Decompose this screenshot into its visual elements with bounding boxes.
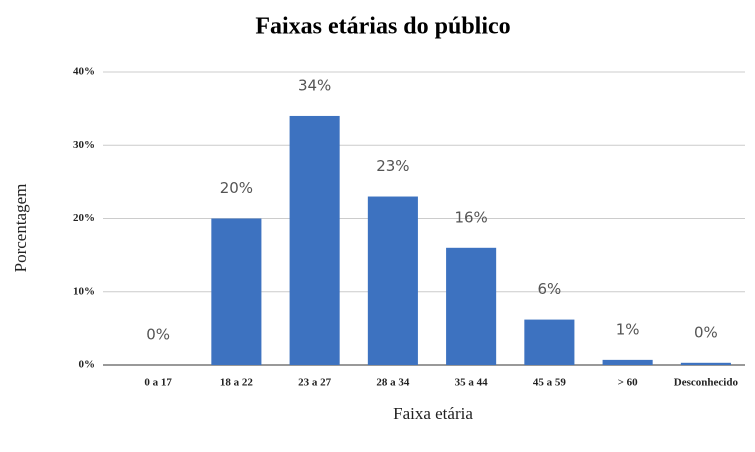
bar: [524, 319, 575, 365]
value-label: 16%: [454, 208, 487, 226]
value-label: 20%: [220, 179, 253, 197]
value-label: 0%: [694, 323, 718, 341]
x-tick-label: 28 a 34: [376, 377, 410, 389]
bar: [446, 247, 497, 365]
x-tick-label: > 60: [618, 377, 639, 389]
x-tick-label: 23 a 27: [298, 377, 332, 389]
x-axis-label: Faixa etária: [393, 404, 473, 423]
bar: [602, 359, 653, 365]
y-tick-label: 10%: [73, 285, 95, 297]
y-axis-label: Porcentagem: [11, 184, 30, 273]
value-label: 6%: [537, 280, 561, 298]
x-tick-label: 35 a 44: [455, 377, 489, 389]
x-tick-label: 0 a 17: [144, 377, 172, 389]
bar: [367, 196, 418, 365]
x-tick-label: 18 a 22: [220, 377, 254, 389]
x-tick-label: Desconhecido: [674, 377, 739, 389]
y-tick-label: 30%: [73, 139, 95, 151]
y-tick-label: 40%: [73, 66, 95, 78]
chart-title: Faixas etárias do público: [255, 14, 510, 40]
bar: [680, 362, 731, 365]
bar: [289, 115, 340, 365]
value-label: 0%: [146, 326, 170, 344]
bar: [211, 218, 262, 365]
value-label: 23%: [376, 157, 409, 175]
y-tick-label: 20%: [73, 212, 95, 224]
value-label: 34%: [298, 76, 331, 94]
value-label: 1%: [616, 320, 640, 338]
x-tick-label: 45 a 59: [533, 377, 567, 389]
y-tick-label: 0%: [79, 359, 96, 371]
